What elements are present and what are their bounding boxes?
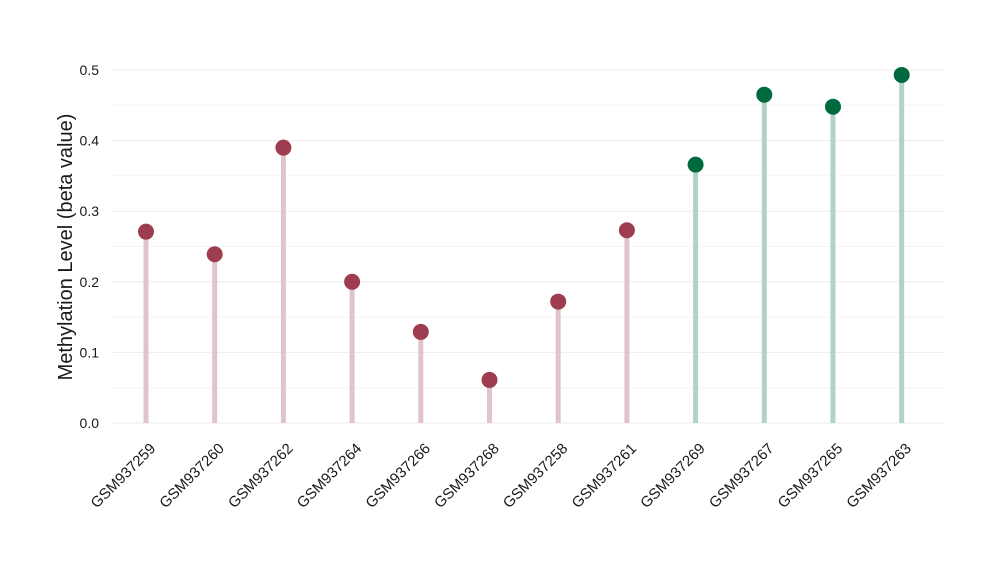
x-tick-label: GSM937260 bbox=[156, 440, 228, 512]
point-GSM937268 bbox=[481, 371, 498, 388]
point-GSM937267 bbox=[756, 86, 773, 103]
y-tick-label: 0.4 bbox=[80, 133, 100, 149]
point-GSM937258 bbox=[550, 293, 567, 310]
x-tick-label: GSM937269 bbox=[637, 440, 709, 512]
x-tick-label: GSM937263 bbox=[843, 440, 915, 512]
grid bbox=[112, 69, 944, 424]
x-tick-label: GSM937258 bbox=[500, 440, 572, 512]
point-GSM937260 bbox=[206, 246, 223, 263]
x-tick-label: GSM937259 bbox=[88, 440, 160, 512]
x-tick-label: GSM937267 bbox=[706, 440, 778, 512]
y-tick-label: 0.2 bbox=[80, 274, 100, 290]
point-GSM937259 bbox=[138, 223, 154, 240]
point-GSM937263 bbox=[893, 66, 910, 83]
x-tick-label: GSM937264 bbox=[294, 440, 366, 512]
point-GSM937264 bbox=[344, 273, 361, 290]
y-axis-label: Methylation Level (beta value) bbox=[55, 114, 77, 381]
y-tick-label: 0.1 bbox=[80, 344, 100, 360]
x-tick-label: GSM937266 bbox=[362, 440, 434, 512]
point-GSM937261 bbox=[618, 222, 635, 239]
y-tick-label: 0.5 bbox=[80, 62, 100, 78]
point-GSM937269 bbox=[687, 156, 704, 173]
point-GSM937265 bbox=[825, 98, 841, 115]
stems bbox=[143, 74, 905, 423]
y-tick-label: 0.3 bbox=[80, 203, 100, 219]
y-axis: 0.0 0.1 0.2 0.3 0.4 0.5 bbox=[80, 62, 100, 431]
x-tick-label: GSM937262 bbox=[225, 440, 297, 512]
x-axis: GSM937259GSM937260GSM937262GSM937264GSM9… bbox=[88, 440, 915, 512]
point-GSM937262 bbox=[275, 139, 292, 156]
x-tick-label: GSM937265 bbox=[775, 440, 847, 512]
x-tick-label: GSM937261 bbox=[569, 440, 641, 512]
points bbox=[138, 66, 910, 388]
y-tick-label: 0.0 bbox=[80, 415, 100, 431]
point-GSM937266 bbox=[412, 323, 429, 340]
x-tick-label: GSM937268 bbox=[431, 440, 503, 512]
